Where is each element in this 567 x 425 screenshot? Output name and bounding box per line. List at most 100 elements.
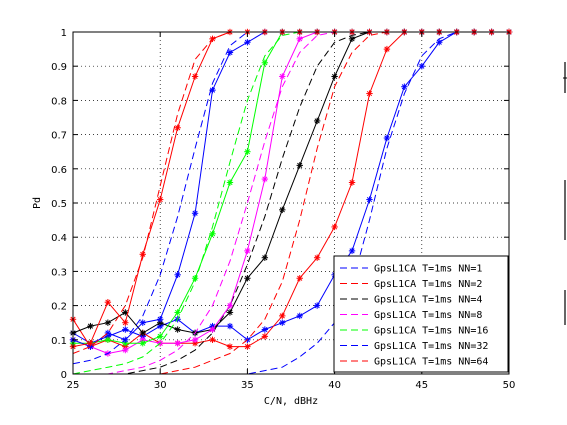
marker-stroke [157, 316, 163, 322]
marker-stroke [279, 207, 285, 213]
asterisk-marker [244, 39, 251, 46]
marker-stroke [332, 73, 338, 80]
legend-label: GpsL1CA T=1ms NN=64 [374, 357, 488, 368]
x-tick-label: 30 [154, 380, 167, 391]
asterisk-marker [348, 179, 356, 186]
clipped-figure-edge [563, 62, 567, 325]
legend-label: GpsL1CA T=1ms NN=1 [374, 264, 482, 275]
y-tick-label: 0 [61, 370, 67, 381]
asterisk-marker [174, 271, 181, 279]
asterisk-marker [331, 73, 338, 80]
marker-stroke [227, 344, 233, 350]
legend-label: GpsL1CA T=1ms NN=16 [374, 326, 488, 337]
x-tick-label: 40 [328, 380, 341, 391]
asterisk-marker [209, 35, 216, 43]
asterisk-marker [174, 326, 181, 333]
y-tick-label: 0.6 [51, 165, 67, 176]
asterisk-marker [191, 210, 199, 217]
marker-stroke [297, 162, 303, 168]
asterisk-marker [366, 196, 373, 203]
marker-stroke [175, 272, 181, 278]
asterisk-marker [122, 346, 129, 354]
marker-stroke [209, 87, 216, 93]
asterisk-marker [279, 73, 286, 80]
asterisk-marker [174, 124, 181, 131]
asterisk-marker [191, 275, 199, 282]
asterisk-marker [191, 73, 199, 80]
asterisk-marker [296, 35, 303, 43]
asterisk-marker [209, 230, 216, 237]
marker-stroke [279, 313, 285, 319]
marker-stroke [244, 39, 250, 45]
marker-stroke [227, 309, 233, 316]
marker-stroke [244, 248, 250, 254]
marker-stroke [122, 309, 128, 316]
asterisk-marker [436, 39, 443, 46]
marker-stroke [314, 255, 320, 261]
x-tick-label: 45 [415, 380, 428, 391]
y-tick-label: 0.4 [51, 233, 67, 244]
asterisk-marker [279, 206, 286, 214]
y-tick-label: 1 [61, 28, 67, 39]
asterisk-marker [191, 336, 199, 343]
asterisk-marker [244, 247, 251, 255]
asterisk-marker [209, 326, 216, 333]
marker-stroke [87, 340, 94, 346]
marker-stroke [279, 320, 285, 326]
legend-label: GpsL1CA T=1ms NN=32 [374, 341, 488, 352]
legend: GpsL1CA T=1ms NN=1 GpsL1CA T=1ms NN=2 GpsL… [333, 255, 509, 373]
marker-stroke [244, 149, 250, 155]
asterisk-marker [226, 309, 234, 316]
marker-stroke [122, 326, 128, 333]
marker-stroke [227, 323, 233, 329]
marker-stroke [105, 299, 111, 305]
marker-stroke [209, 36, 216, 42]
legend-label: GpsL1CA T=1ms NN=8 [374, 310, 482, 321]
asterisk-marker [139, 329, 146, 337]
marker-stroke [105, 337, 111, 343]
marker-stroke [175, 125, 181, 131]
asterisk-marker [157, 316, 164, 323]
marker-stroke [175, 309, 181, 316]
asterisk-marker [366, 90, 373, 97]
x-axis-label: C/N, dBHz [264, 396, 318, 407]
y-tick-label: 0.9 [51, 62, 67, 73]
asterisk-marker [157, 333, 164, 340]
marker-stroke [192, 210, 198, 216]
asterisk-marker [226, 179, 234, 186]
marker-stroke [349, 179, 355, 186]
asterisk-marker [87, 322, 94, 330]
asterisk-marker [383, 134, 391, 142]
marker-stroke [297, 275, 303, 281]
y-tick-label: 0.3 [51, 267, 67, 278]
asterisk-marker [313, 117, 321, 125]
marker-stroke [297, 36, 303, 42]
marker-stroke [157, 196, 163, 203]
asterisk-marker [122, 309, 129, 316]
asterisk-marker [122, 319, 129, 326]
asterisk-marker [209, 86, 216, 94]
marker-stroke [384, 46, 390, 52]
y-tick-label: 0.8 [51, 96, 67, 107]
legend-label: GpsL1CA T=1ms NN=2 [374, 279, 482, 290]
marker-stroke [349, 36, 355, 42]
asterisk-marker [226, 49, 234, 56]
y-tick-label: 0.7 [51, 131, 67, 142]
grid-lines [73, 32, 509, 374]
y-tick-label: 0.2 [51, 302, 67, 313]
marker-stroke [227, 49, 233, 56]
asterisk-marker [244, 275, 251, 282]
marker-stroke [140, 340, 146, 346]
marker-stroke [192, 73, 198, 80]
marker-stroke [436, 39, 442, 45]
marker-stroke [209, 231, 216, 237]
marker-stroke [122, 320, 128, 326]
asterisk-marker [226, 343, 234, 350]
asterisk-marker [331, 223, 338, 231]
legend-box [333, 255, 509, 373]
asterisk-marker [383, 45, 391, 53]
asterisk-marker [226, 322, 234, 330]
marker-stroke [175, 326, 181, 333]
marker-stroke [175, 340, 181, 346]
marker-stroke [122, 337, 128, 343]
